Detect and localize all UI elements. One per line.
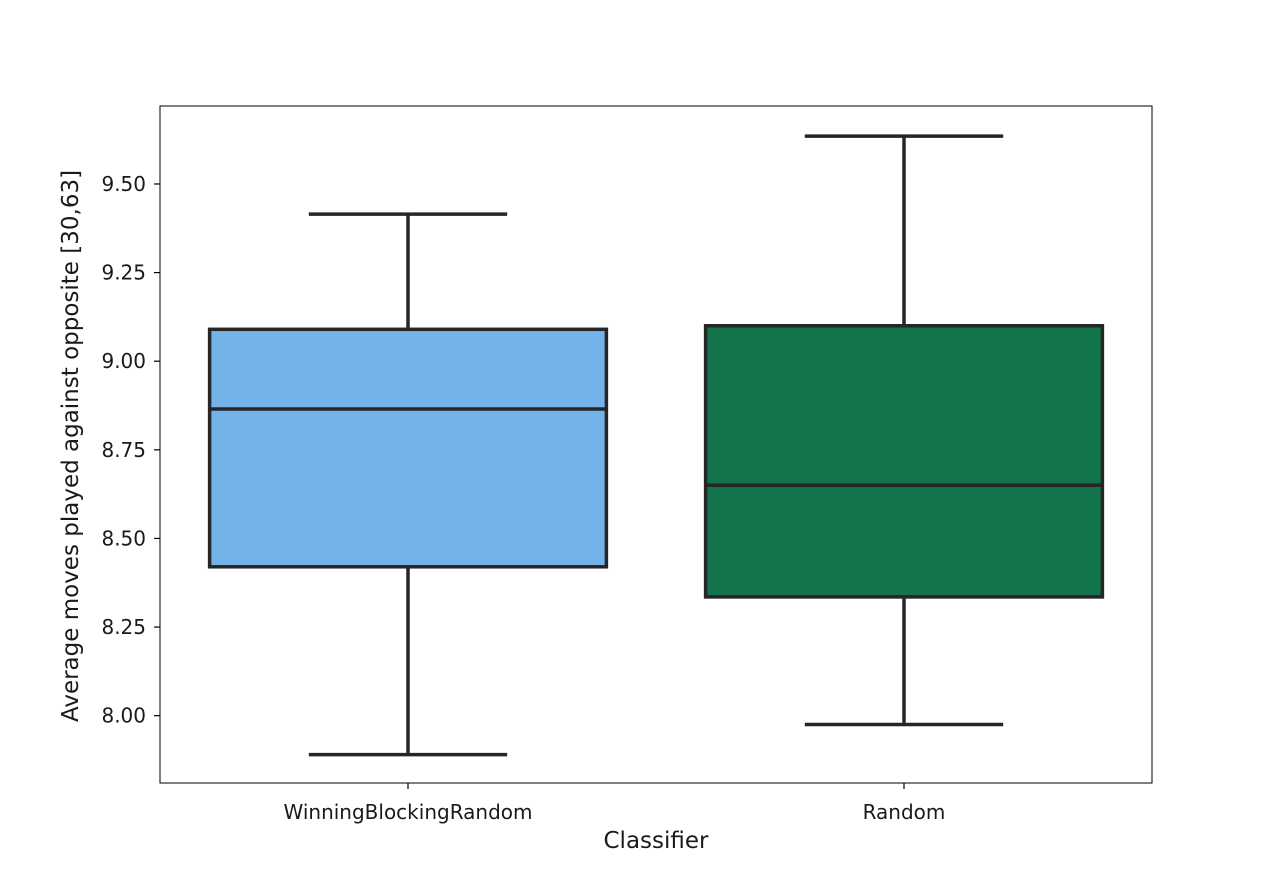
- y-axis-label: Average moves played against opposite [3…: [58, 170, 84, 722]
- y-tick-label: 9.00: [101, 349, 146, 373]
- box-iqr: [207, 327, 609, 569]
- x-tick-label: WinningBlockingRandom: [284, 800, 533, 824]
- x-tick-label: Random: [863, 800, 946, 824]
- box-iqr: [703, 324, 1105, 599]
- y-tick-label: 8.50: [101, 526, 146, 550]
- box-group-2: [703, 134, 1105, 727]
- y-tick-label: 8.75: [101, 438, 146, 462]
- y-tick-label: 8.00: [101, 704, 146, 728]
- x-axis-label: Classifier: [604, 828, 710, 854]
- plot-frame: [159, 105, 1153, 784]
- plot-area: [159, 105, 1153, 784]
- box-group-1: [207, 212, 609, 757]
- y-tick-label: 9.25: [101, 261, 146, 285]
- y-tick-label: 8.25: [101, 615, 146, 639]
- y-tick-label: 9.50: [101, 172, 146, 196]
- axis-ticks: WinningBlockingRandom Random 8.00 8.25 8.50 8…: [101, 172, 945, 824]
